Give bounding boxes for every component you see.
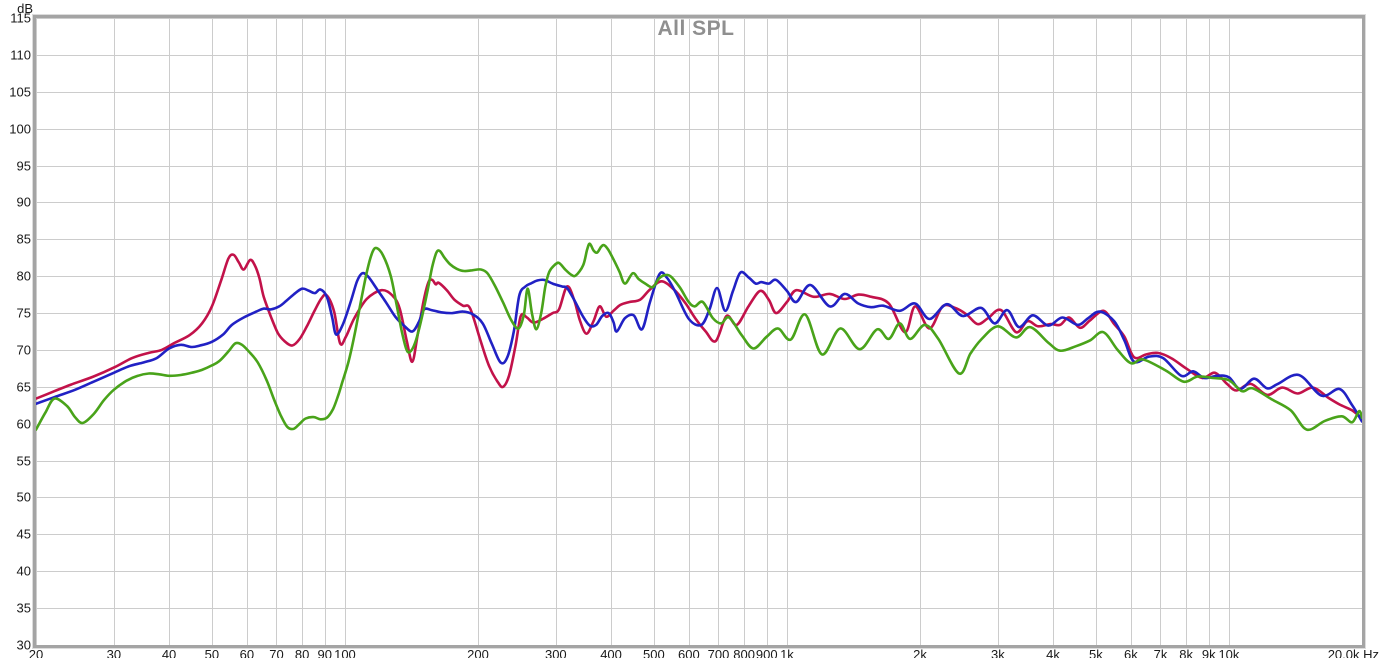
x-tick-label: 9k — [1201, 647, 1216, 658]
spl-chart — [36, 18, 1362, 645]
y-tick-label: 95 — [16, 158, 31, 174]
x-tick-label: 2k — [913, 647, 927, 658]
x-tick-label: 80 — [294, 647, 310, 658]
x-tick-label: 8k — [1179, 647, 1193, 658]
y-tick-label: 110 — [10, 47, 31, 63]
x-tick-label: 400 — [600, 647, 622, 658]
y-tick-label: 70 — [16, 342, 31, 358]
x-tick-label: 60 — [239, 647, 255, 658]
y-tick-label: 45 — [16, 526, 31, 542]
y-tick-label: 35 — [16, 600, 31, 616]
y-tick-label: 60 — [16, 416, 31, 432]
x-tick-label: 3k — [990, 647, 1005, 658]
y-tick-label: 80 — [16, 268, 31, 284]
y-tick-label: 40 — [16, 563, 31, 579]
y-tick-label: 55 — [16, 453, 31, 469]
y-tick-label: 30 — [16, 637, 31, 653]
x-tick-label: 1k — [780, 647, 794, 658]
y-tick-label: 75 — [16, 305, 31, 321]
y-tick-label: 50 — [16, 489, 31, 505]
x-tick-label: 100 — [334, 647, 356, 658]
y-tick-label: 90 — [16, 194, 31, 210]
x-tick-label: 300 — [544, 647, 567, 658]
x-tick-label: 200 — [467, 647, 489, 658]
y-tick-label: 115 — [10, 10, 31, 26]
x-tick-label: 90 — [317, 647, 332, 658]
green-trace-path — [36, 242, 1362, 432]
y-tick-label: 105 — [9, 84, 31, 100]
x-tick-label: 50 — [204, 647, 220, 658]
y-tick-label: 85 — [16, 231, 31, 247]
blue-trace-path — [36, 270, 1362, 423]
x-tick-label: 600 — [678, 647, 700, 658]
x-tick-label: 900 — [755, 647, 778, 658]
x-tick-label: 40 — [161, 647, 177, 658]
red-trace-path — [36, 253, 1362, 420]
y-tick-label: 65 — [16, 379, 31, 395]
x-tick-label: 800 — [733, 647, 755, 658]
x-tick-label: 30 — [106, 647, 122, 658]
x-tick-label: 500 — [643, 647, 665, 658]
x-tick-label: 70 — [269, 647, 284, 658]
x-tick-label: 10k — [1218, 647, 1240, 658]
x-tick-label: 6k — [1124, 647, 1138, 658]
y-tick-label: 100 — [9, 121, 31, 137]
x-tick-label: 700 — [707, 647, 730, 658]
x-tick-label: 7k — [1153, 647, 1168, 658]
x-tick-label: 20,0k Hz — [1327, 647, 1379, 658]
y-axis-unit-label: dB — [17, 1, 33, 16]
x-tick-label: 5k — [1089, 647, 1103, 658]
x-tick-label: 4k — [1046, 647, 1060, 658]
x-tick-label: 20 — [28, 647, 44, 658]
plot-frame — [32, 14, 1366, 649]
